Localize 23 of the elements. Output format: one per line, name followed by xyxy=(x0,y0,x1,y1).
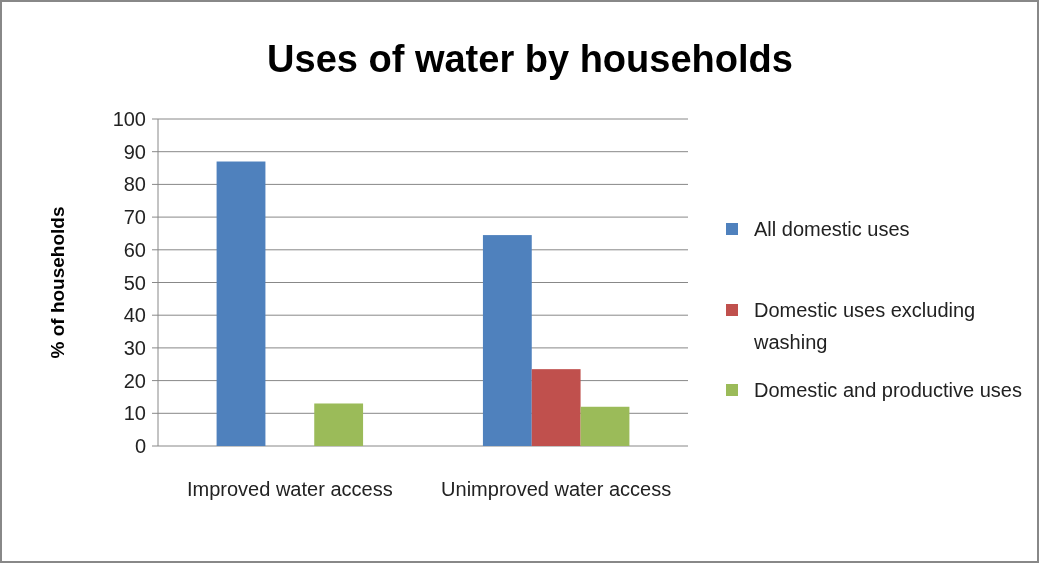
bar xyxy=(580,406,630,446)
y-tick-label: 100 xyxy=(112,108,146,130)
y-tick-label: 10 xyxy=(123,402,146,425)
y-tick-label: 80 xyxy=(123,173,146,196)
y-tick-label: 30 xyxy=(123,336,146,359)
bar xyxy=(531,369,581,446)
y-tick-label: 40 xyxy=(123,304,146,327)
y-tick-label: 50 xyxy=(123,271,146,294)
y-axis-title: % of households xyxy=(47,206,68,359)
y-tick-label: 70 xyxy=(123,206,146,229)
y-tick-label: 60 xyxy=(123,238,146,261)
legend-label: Domestic uses excluding washing xyxy=(753,299,976,353)
legend-label: All domestic uses xyxy=(754,218,910,240)
chart-title: Uses of water by households xyxy=(267,38,793,80)
y-tick-label: 20 xyxy=(123,369,146,392)
y-tick-label: 0 xyxy=(134,435,146,457)
bar xyxy=(482,235,532,446)
legend-label: Domestic and productive uses xyxy=(754,379,1022,401)
bar xyxy=(314,403,364,446)
x-tick-label: Unimproved water access xyxy=(441,478,672,500)
bar xyxy=(216,161,266,446)
x-tick-label: Improved water access xyxy=(187,478,393,500)
y-tick-label: 90 xyxy=(123,140,146,163)
